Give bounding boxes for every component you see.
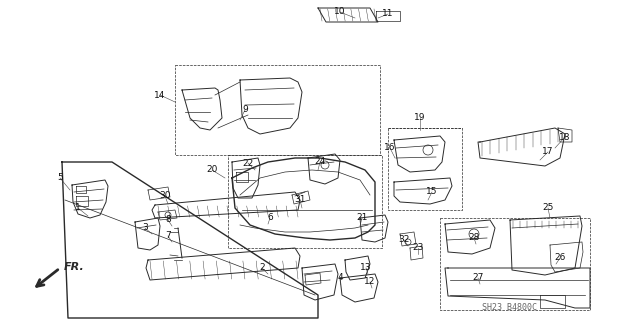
Text: 18: 18 [559,132,571,142]
Text: 8: 8 [165,216,171,225]
Text: 20: 20 [206,166,218,174]
Text: 7: 7 [165,232,171,241]
Text: 15: 15 [426,188,438,197]
Text: 11: 11 [382,10,394,19]
Text: 1: 1 [75,204,81,212]
Text: 3: 3 [142,224,148,233]
Text: 22: 22 [243,159,253,167]
Text: 31: 31 [294,196,306,204]
Text: 13: 13 [360,263,372,272]
Text: 2: 2 [259,263,265,272]
Text: 14: 14 [154,91,166,100]
Text: 5: 5 [57,174,63,182]
Text: SH23 B4800C: SH23 B4800C [483,303,538,313]
Text: 27: 27 [472,273,484,283]
Text: 9: 9 [242,106,248,115]
Text: 23: 23 [412,243,424,253]
Text: 30: 30 [159,191,171,201]
Text: FR.: FR. [64,262,84,272]
Text: 32: 32 [398,235,410,244]
Text: 16: 16 [384,144,396,152]
Text: 6: 6 [267,213,273,222]
Text: 24: 24 [314,158,326,167]
Text: 26: 26 [554,254,566,263]
Text: 28: 28 [468,234,480,242]
Text: 4: 4 [337,273,343,283]
Text: 17: 17 [542,147,554,157]
Text: 10: 10 [334,8,346,17]
Text: 21: 21 [356,213,368,222]
Text: 19: 19 [414,114,426,122]
Text: 25: 25 [542,204,554,212]
Text: 12: 12 [364,278,376,286]
